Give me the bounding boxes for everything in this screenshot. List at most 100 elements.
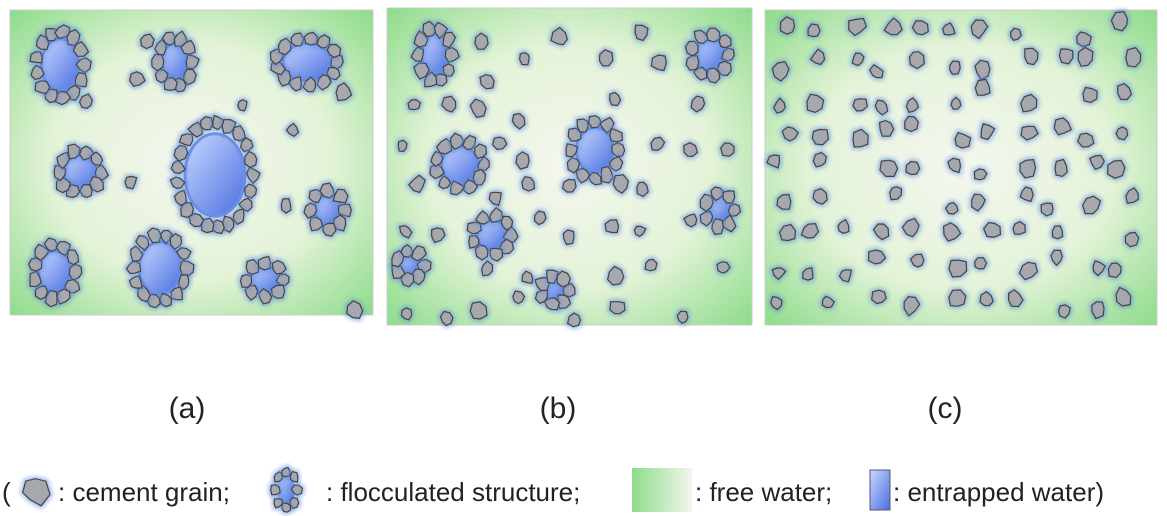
grain-body <box>1013 222 1025 235</box>
cement-grain <box>721 143 734 156</box>
figure: (a) (b) (c) ( : cement grain; : floccula… <box>0 0 1167 516</box>
cement-grain <box>782 127 798 141</box>
cement-grain <box>1077 32 1092 47</box>
cement-grain <box>287 124 299 137</box>
cement-grain <box>522 177 535 191</box>
cement-grain <box>501 216 512 230</box>
cement-grain <box>1059 49 1072 64</box>
cement-grain <box>875 100 887 115</box>
cement-grain <box>175 190 187 205</box>
legend-text: : free water; <box>695 477 832 507</box>
cement-grain <box>411 47 423 61</box>
cement-grain <box>610 129 622 142</box>
cement-grain <box>412 246 427 261</box>
cement-grain <box>489 192 501 205</box>
cement-grain <box>1055 160 1067 177</box>
cement-grain <box>470 302 487 319</box>
cement-grain <box>907 98 919 113</box>
grain-body <box>719 35 731 48</box>
cement-grain <box>949 260 967 277</box>
cement-grain <box>80 94 93 108</box>
cement-grain <box>1019 262 1037 279</box>
cement-grain <box>852 53 864 66</box>
cement-grain <box>1020 187 1033 202</box>
grain-body <box>281 199 291 214</box>
cement-grain <box>955 133 971 148</box>
cement-grain <box>520 53 530 65</box>
cement-grain <box>281 199 291 214</box>
grain-body <box>1125 232 1138 246</box>
cement-grain <box>482 261 493 276</box>
grain-body <box>522 271 533 283</box>
cement-grain <box>803 268 813 280</box>
cement-grain <box>271 485 281 495</box>
cement-grain <box>245 184 257 198</box>
cement-grain <box>880 121 894 137</box>
cement-grain <box>245 152 257 168</box>
cement-grain <box>906 162 920 175</box>
grain-body <box>723 191 735 203</box>
cement-grain <box>722 48 735 61</box>
cement-grain <box>171 177 185 188</box>
cement-grain <box>781 17 795 34</box>
cement-grain <box>1021 126 1038 140</box>
cement-grain <box>610 302 625 314</box>
cement-grain <box>974 169 986 180</box>
cement-grain <box>869 250 886 264</box>
cement-grain <box>274 499 282 508</box>
cement-grain <box>402 308 412 320</box>
cement-grain <box>1111 12 1127 31</box>
cement-grain <box>91 152 102 165</box>
cement-grain <box>238 100 247 111</box>
cement-grain <box>347 301 363 319</box>
cement-grain <box>577 119 588 132</box>
grain-body <box>1108 160 1125 178</box>
cement-grain <box>125 176 137 188</box>
cement-grain <box>1116 288 1131 307</box>
cement-grain <box>310 217 323 230</box>
cement-grain <box>984 223 1001 238</box>
cement-grain <box>35 81 50 94</box>
grain-body <box>241 275 252 288</box>
cement-grain <box>141 34 154 49</box>
cement-grain <box>513 291 525 304</box>
grain-body <box>1055 160 1067 177</box>
cement-grain <box>317 75 331 90</box>
cement-grain <box>291 472 298 482</box>
cement-grain <box>972 194 985 211</box>
cement-grain <box>1118 84 1132 100</box>
cement-grain <box>950 61 961 74</box>
grain-body <box>1083 88 1097 103</box>
cement-grain <box>853 99 867 111</box>
cement-grain <box>1109 263 1122 278</box>
cement-grain <box>30 52 42 63</box>
cement-grain <box>333 189 348 203</box>
cement-grain <box>605 220 618 233</box>
cement-grain <box>563 180 577 193</box>
grain-body <box>35 81 50 94</box>
grain-body <box>721 143 734 156</box>
cement-grain <box>608 266 624 285</box>
cement-grain <box>684 143 698 157</box>
cement-grain <box>74 42 89 57</box>
legend-text: : flocculated structure; <box>326 477 580 507</box>
cement-grain <box>68 144 80 159</box>
cement-grain <box>1025 48 1038 64</box>
grain-body <box>1116 127 1128 140</box>
cement-grain <box>30 271 41 286</box>
cement-grain <box>774 98 786 113</box>
cement-grain <box>303 77 316 92</box>
cement-grain <box>130 72 145 86</box>
grain-body <box>398 140 407 151</box>
cement-grain <box>522 271 533 283</box>
cement-grain <box>291 33 303 46</box>
cement-grain <box>1108 160 1125 178</box>
cement-grain <box>874 224 889 240</box>
grain-body <box>975 258 987 269</box>
grain-body <box>950 61 961 74</box>
cement-grain <box>691 96 704 112</box>
grain-body <box>1059 49 1072 64</box>
cement-grain <box>408 100 420 110</box>
cement-grain <box>822 296 834 307</box>
cement-grain <box>911 254 924 267</box>
